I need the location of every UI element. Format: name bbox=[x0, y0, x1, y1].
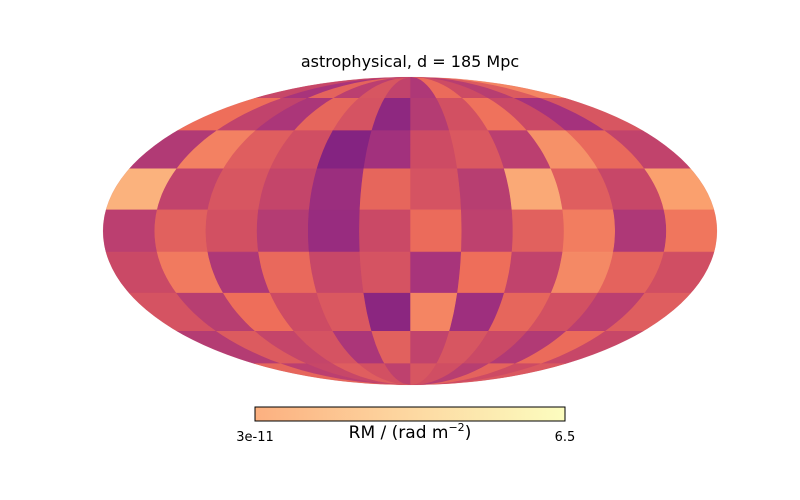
sky-pixel bbox=[362, 292, 411, 332]
sky-map-pixels bbox=[103, 77, 717, 385]
sky-pixel bbox=[460, 209, 513, 253]
colorbar-min-label: 3e-11 bbox=[236, 430, 274, 445]
sky-pixel bbox=[358, 251, 411, 294]
sky-pixel bbox=[358, 209, 411, 253]
colorbar-max-label: 6.5 bbox=[555, 430, 576, 445]
sky-pixel bbox=[511, 209, 564, 253]
sky-pixel bbox=[409, 130, 458, 170]
sky-pixel bbox=[307, 209, 360, 253]
sky-pixel bbox=[204, 209, 259, 253]
sky-pixel bbox=[308, 168, 364, 211]
sky-pixel bbox=[153, 209, 208, 253]
sky-pixel bbox=[308, 251, 364, 294]
sky-pixel bbox=[358, 168, 411, 211]
colorbar-label: RM / (rad m−2) bbox=[349, 421, 472, 443]
sky-pixel bbox=[456, 251, 512, 294]
sky-pixel bbox=[612, 209, 667, 253]
colorbar bbox=[254, 406, 566, 422]
sky-pixel bbox=[362, 130, 411, 170]
sky-pixel bbox=[561, 209, 616, 253]
sky-pixel bbox=[409, 209, 462, 253]
sky-pixel bbox=[663, 209, 717, 253]
sky-pixel bbox=[256, 209, 309, 253]
sky-pixel bbox=[103, 209, 157, 253]
map-outline bbox=[102, 76, 718, 386]
sky-pixel bbox=[456, 168, 512, 211]
sky-pixel bbox=[409, 292, 458, 332]
chart-title: astrophysical, d = 185 Mpc bbox=[301, 52, 519, 71]
sky-pixel bbox=[409, 251, 462, 294]
sky-pixel bbox=[409, 168, 462, 211]
